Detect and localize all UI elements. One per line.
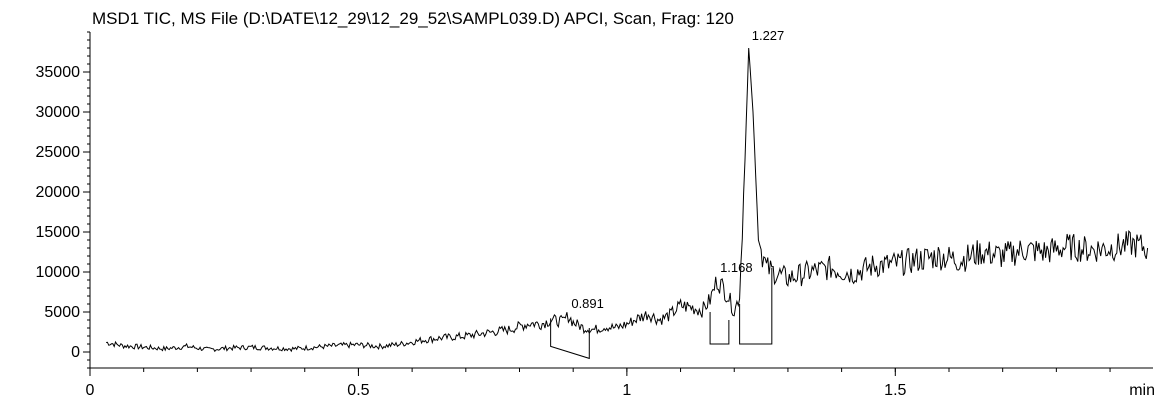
x-axis: 0 0.5 1 1.5 min — [86, 367, 1155, 399]
y-tick-label: 30000 — [36, 104, 81, 121]
tic-trace — [106, 47, 1149, 353]
y-tick-label: 15000 — [36, 224, 81, 241]
integration-baselines — [550, 268, 773, 360]
y-tick-label: 10000 — [36, 264, 81, 281]
peak-label: 0.891 — [571, 296, 604, 311]
y-tick-label: 35000 — [36, 64, 81, 81]
x-tick-label: 1.5 — [884, 382, 906, 399]
y-tick-label: 20000 — [36, 184, 81, 201]
peak-labels: 0.891 1.168 1.227 — [571, 28, 784, 311]
x-tick-label: 0.5 — [347, 382, 369, 399]
y-tick-label: 0 — [71, 344, 80, 361]
peak-baseline — [739, 268, 773, 345]
peak-baseline — [709, 312, 730, 345]
peak-label: 1.168 — [720, 260, 753, 275]
peak-baseline — [550, 318, 590, 360]
x-axis-label: min — [1129, 382, 1155, 399]
chart-title: MSD1 TIC, MS File (D:\DATE\12_29\12_29_5… — [92, 9, 734, 28]
y-tick-label: 5000 — [44, 304, 80, 321]
peak-label: 1.227 — [752, 28, 785, 43]
y-axis: 0 5000 10000 15000 20000 25000 30000 35000 — [36, 31, 91, 369]
y-tick-label: 25000 — [36, 144, 81, 161]
x-tick-label: 1 — [622, 382, 631, 399]
x-tick-label: 0 — [86, 382, 95, 399]
